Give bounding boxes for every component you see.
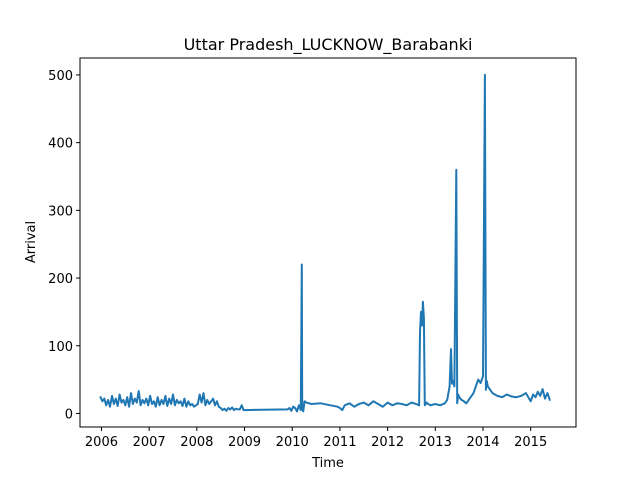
plot-area	[79, 57, 577, 428]
plot-frame	[79, 57, 577, 428]
y-axis-title: Arrival	[24, 221, 39, 263]
x-tick-label: 2011	[323, 435, 356, 450]
x-tick-label: 2006	[85, 435, 118, 450]
x-tick-label: 2014	[466, 435, 499, 450]
x-tick-label: 2009	[228, 435, 261, 450]
chart-title: Uttar Pradesh_LUCKNOW_Barabanki	[184, 35, 473, 55]
x-tick-label: 2015	[514, 435, 547, 450]
x-tick-label: 2010	[276, 435, 309, 450]
y-tick-label: 0	[65, 407, 73, 422]
y-axis-ticks: 0 100 200 300 400 500	[48, 69, 80, 422]
x-axis-title: Time	[311, 456, 344, 471]
x-axis-ticks: 2006 2007 2008 2009 2010 2011 2012 2013 2014 2015	[85, 427, 547, 450]
y-tick-label: 300	[48, 204, 73, 219]
y-tick-label: 200	[48, 272, 73, 287]
x-tick-label: 2008	[180, 435, 213, 450]
x-tick-label: 2013	[419, 435, 452, 450]
x-tick-label: 2007	[133, 435, 166, 450]
y-tick-label: 100	[48, 340, 73, 355]
y-tick-label: 400	[48, 137, 73, 152]
arrival-series-line	[99, 73, 551, 413]
y-tick-label: 500	[48, 69, 73, 84]
x-tick-label: 2012	[371, 435, 404, 450]
